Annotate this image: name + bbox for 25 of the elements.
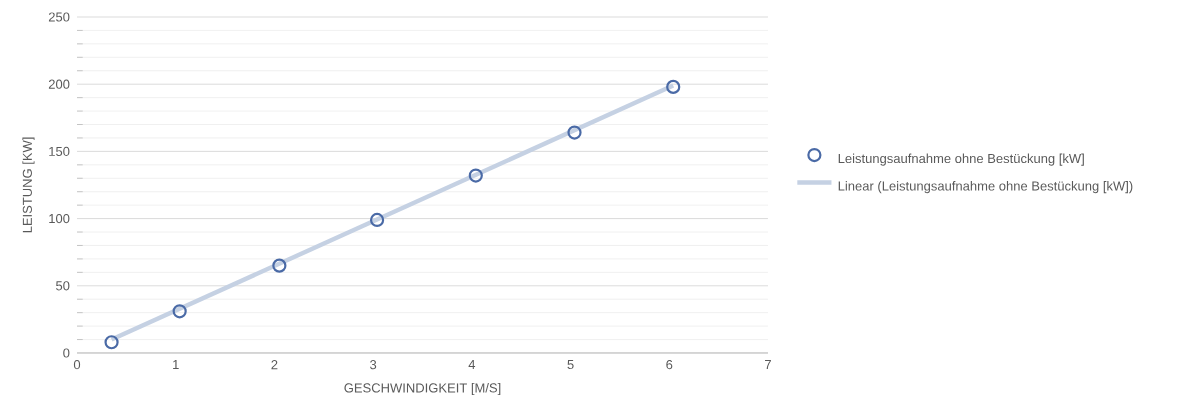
x-tick-label: 2 (271, 360, 278, 370)
point (370, 212, 385, 228)
y-tick-label: 250 (48, 12, 70, 22)
legend-label: Leistungsaufnahme ohne Bestückung [kW] (838, 153, 1084, 166)
x-axis-title: GESCHWINDIGKEIT [M/S] (344, 383, 501, 396)
y-tick-label: 150 (49, 146, 70, 156)
x-tick-label: 1 (173, 360, 179, 369)
point (172, 304, 187, 319)
x-tick-label: 4 (468, 360, 476, 369)
x-tick-label: 6 (666, 360, 673, 370)
y-tick-label: 50 (56, 281, 70, 291)
y-tick-label: 0 (63, 348, 70, 358)
y-tick-label: 200 (48, 79, 70, 89)
y-tick-label: 100 (49, 214, 70, 224)
legend-label: Linear (Leistungsaufnahme ohne Bestückung [kW]) (838, 181, 1133, 194)
point (666, 79, 681, 94)
x-tick-label: 0 (73, 360, 81, 370)
x-tick-label: 3 (370, 360, 377, 370)
point (468, 168, 483, 183)
point (104, 335, 119, 350)
point (567, 125, 582, 140)
point (272, 258, 287, 273)
x-tick-label: 7 (765, 360, 771, 369)
x-tick-label: 5 (567, 360, 574, 370)
y-axis-title: LEISTUNG [KW] (22, 137, 35, 233)
